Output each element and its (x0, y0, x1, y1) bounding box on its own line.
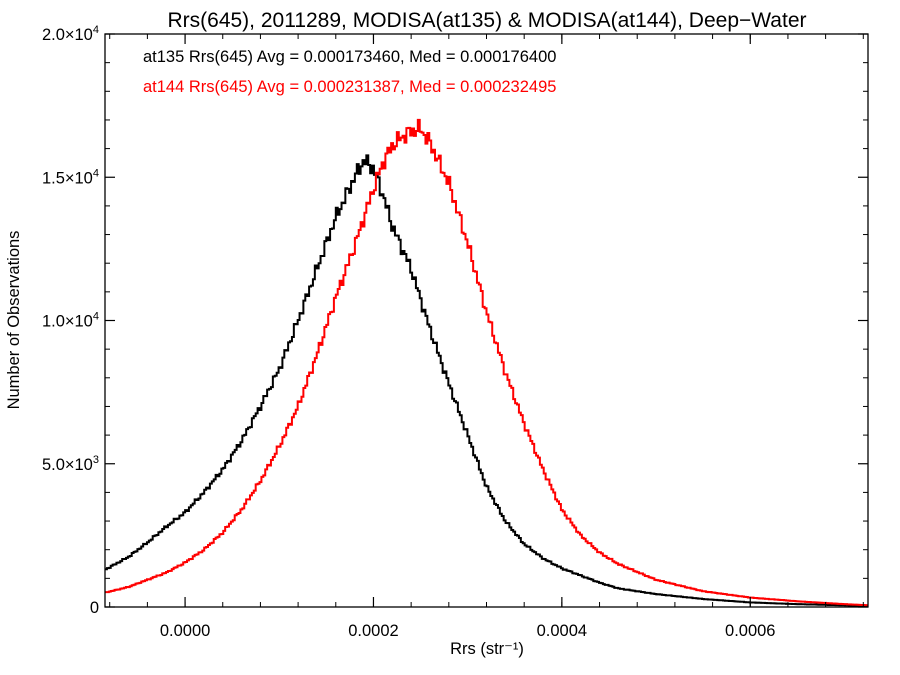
legend-entry-at144: at144 Rrs(645) Avg = 0.000231387, Med = … (143, 78, 556, 96)
legend: at135 Rrs(645) Avg = 0.000173460, Med = … (143, 48, 556, 96)
x-tick-label: 0.0004 (537, 622, 587, 640)
series-line-1 (105, 118, 868, 607)
legend-entry-at135: at135 Rrs(645) Avg = 0.000173460, Med = … (143, 48, 556, 66)
x-tick-label: 0.0000 (160, 622, 210, 640)
y-axis-label: Number of Observations (5, 231, 23, 410)
axis-ticks: 0.0000 0.0002 0.0004 0.0006 0 5.0×103 1.0×104 1… (42, 24, 868, 640)
x-axis-label: Rrs (str⁻¹) (450, 640, 524, 658)
x-tick-label: 0.0006 (725, 622, 775, 640)
y-tick-label: 5.0×103 (42, 454, 99, 474)
y-tick-label: 2.0×104 (42, 24, 99, 44)
chart-title: Rrs(645), 2011289, MODISA(at135) & MODIS… (167, 9, 806, 32)
y-tick-label: 1.5×104 (42, 167, 99, 187)
series-line-0 (105, 154, 868, 607)
y-tick-label: 0 (90, 599, 99, 617)
x-tick-label: 0.0002 (348, 622, 398, 640)
y-tick-label: 1.0×104 (42, 311, 99, 331)
series-layer (105, 118, 868, 607)
